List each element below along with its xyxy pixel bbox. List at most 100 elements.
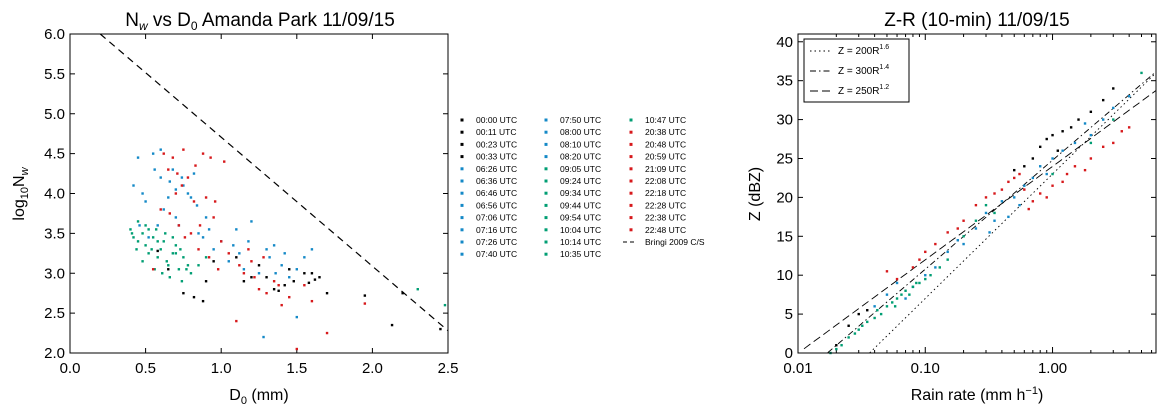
legend-label: 10:47 UTC [645,115,686,125]
data-point [227,260,230,263]
data-point [873,305,876,308]
data-point [174,216,178,219]
data-point [900,293,903,296]
data-point [132,184,135,187]
data-point [272,280,276,283]
data-point [873,316,876,320]
data-point [1112,118,1115,121]
data-point [974,219,978,222]
left-y-axis-label: log10Nw [11,166,31,220]
right-x-axis-label: Rain rate (mm h−1) [911,385,1044,404]
data-point [1083,168,1087,172]
data-point [204,280,208,283]
legend-label: 08:10 UTC [560,139,601,149]
legend-marker [629,130,633,134]
data-point [162,240,165,243]
data-point [1051,172,1054,176]
right-x-tick-label: 0.01 [783,360,812,377]
legend-marker [460,203,464,207]
data-point [151,268,155,271]
relation-line [803,90,1157,350]
legend-marker [544,191,548,195]
data-point [130,232,134,235]
legend-marker [629,118,633,122]
right-chart-title: Z-R (10-min) 11/09/15 [884,10,1070,31]
data-point [303,256,306,259]
data-point [1045,172,1048,176]
legend-marker [544,179,548,183]
data-point [235,228,238,231]
legend-label: 09:24 UTC [560,176,601,186]
data-point [201,236,205,239]
data-point [1023,165,1026,168]
left-x-tick-label: 1.5 [286,360,307,377]
data-point [182,184,185,187]
data-point [318,276,321,279]
right-y-tick-label: 20 [776,189,793,206]
legend-marker [629,228,633,232]
data-point [189,196,193,199]
data-point [1051,184,1054,187]
data-point [257,272,261,275]
data-point [993,211,996,215]
data-point [159,208,162,211]
data-point [147,252,150,255]
data-point [1039,165,1042,168]
left-y-tick-label: 3.0 [44,265,65,282]
legend-label: 09:44 UTC [560,200,601,210]
left-y-tick-label: 5.0 [44,106,65,123]
data-point [280,303,283,307]
data-point [918,281,921,285]
left-y-tick-labels: 2.0 2.5 3.0 3.5 4.0 4.5 5.0 5.5 6.0 [44,26,448,362]
data-point [866,309,869,312]
data-point [946,250,949,254]
legend-marker [544,167,548,171]
data-point [268,256,271,259]
data-point [984,196,988,199]
data-point [147,236,150,239]
legend-label: 09:54 UTC [560,213,601,223]
data-point [288,295,291,299]
data-point [974,227,978,230]
data-point [934,266,937,269]
data-point [946,231,949,234]
data-point [847,324,850,327]
data-point [1018,203,1021,207]
data-point [1031,200,1035,203]
left-y-tick-label: 6.0 [44,26,65,43]
data-point [1089,110,1093,114]
data-point [132,236,135,239]
data-point [288,276,291,279]
data-point [141,192,144,195]
right-y-tick-label: 25 [776,150,793,167]
data-point [288,268,291,271]
data-point [192,295,196,299]
data-point [307,281,311,285]
legend-label: 00:00 UTC [476,115,517,125]
legend-label: 07:40 UTC [476,249,517,259]
data-point [303,284,306,287]
data-point [159,248,162,251]
data-point [257,288,261,291]
data-point [1127,126,1131,129]
data-point [911,266,915,269]
data-point [150,248,153,251]
data-point [265,248,268,251]
data-point [1051,133,1054,137]
data-point [159,176,162,179]
data-point [162,152,165,155]
data-point [156,256,159,259]
legend-marker [460,142,464,146]
relation-line [827,71,1157,353]
data-point [1073,141,1077,145]
right-y-tick-label: 0 [785,345,793,362]
data-point [168,212,171,215]
right-plot-frame [797,33,1157,354]
right-y-tick-label: 40 [776,34,793,51]
data-point [1089,157,1093,160]
data-point [1000,188,1004,191]
data-point [174,244,178,247]
legend-label: Bringi 2009 C/S [645,237,705,247]
data-point [1023,188,1026,191]
left-chart-title: Nw vs D0 Amanda Park 11/09/15 [125,10,395,33]
